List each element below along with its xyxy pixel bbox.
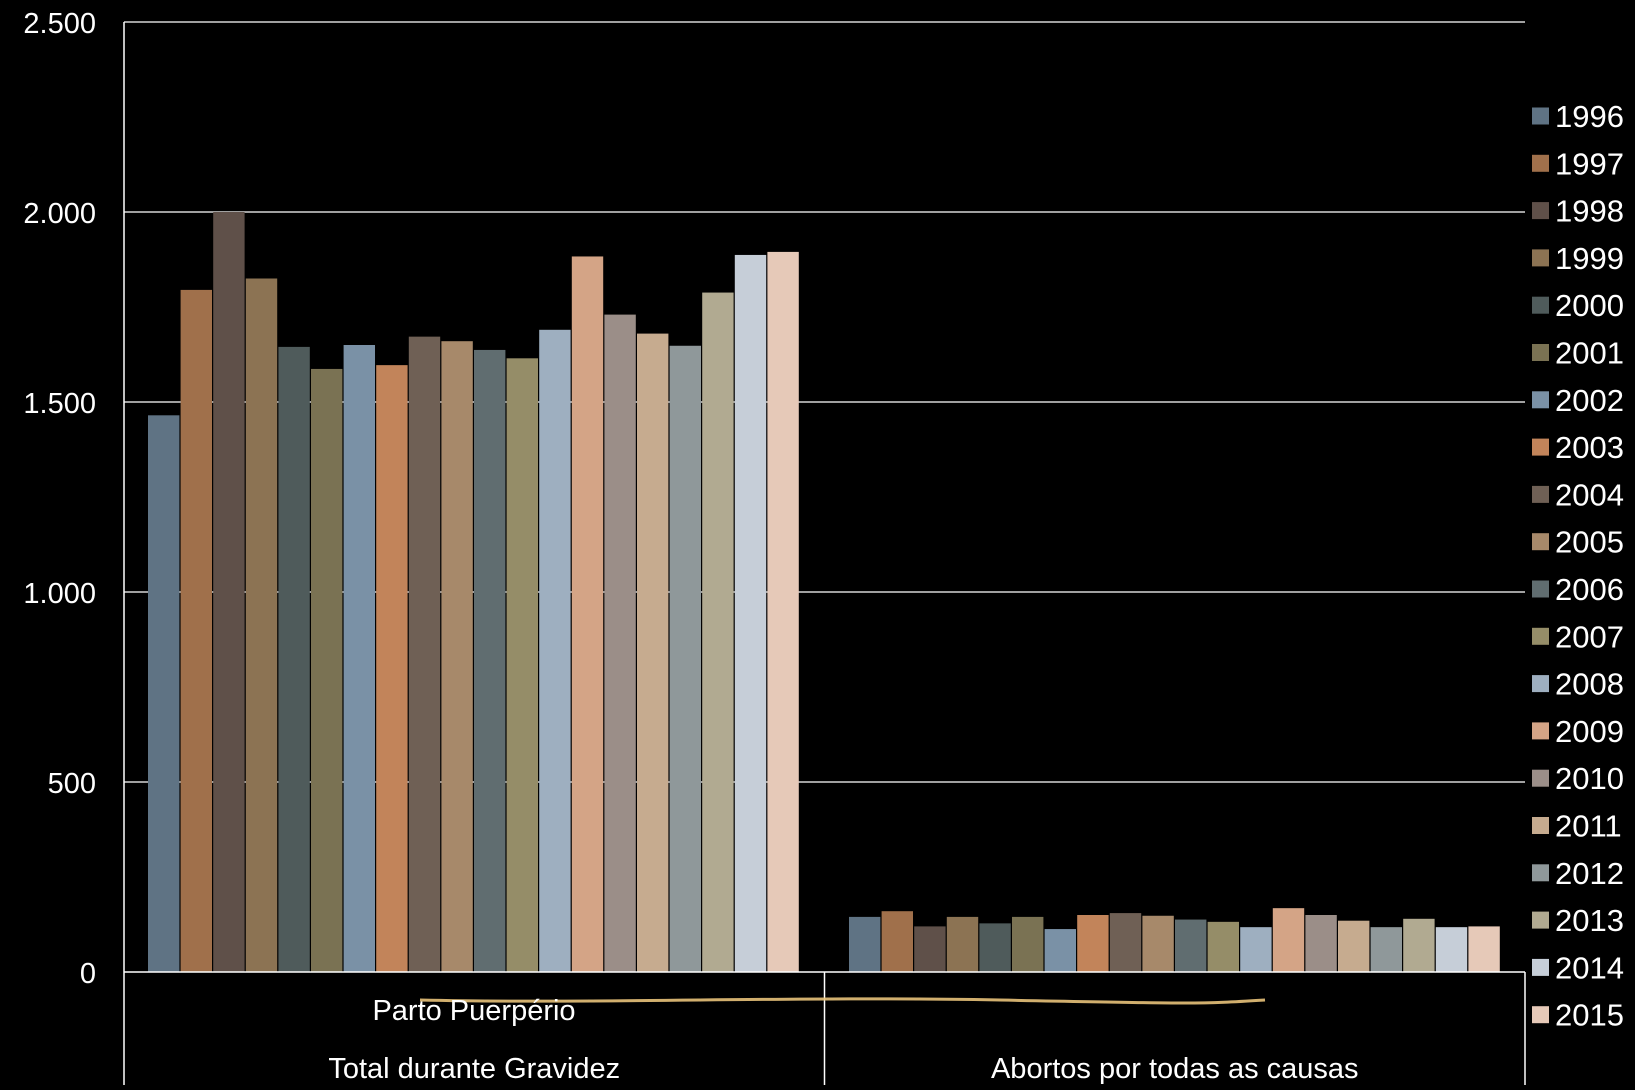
legend-label: 2002 — [1555, 383, 1624, 418]
legend-swatch — [1532, 958, 1549, 976]
legend-swatch — [1532, 817, 1549, 834]
legend-swatch — [1532, 1006, 1549, 1024]
bar — [1435, 927, 1468, 972]
bar — [506, 358, 538, 972]
legend-swatch — [1532, 249, 1549, 267]
legend-label: 1997 — [1555, 146, 1624, 181]
bar — [245, 278, 278, 972]
bar — [604, 314, 636, 973]
y-tick-label: 1.000 — [23, 578, 96, 610]
y-tick-label: 2.000 — [23, 198, 96, 230]
bar — [474, 349, 506, 972]
y-tick-label: 0 — [80, 958, 96, 990]
legend-swatch — [1532, 722, 1549, 740]
bar — [213, 212, 245, 972]
legend-swatch — [1532, 485, 1549, 503]
x-category-label: Abortos por todas as causas — [991, 1053, 1359, 1085]
bar — [539, 329, 571, 972]
bar — [1142, 915, 1174, 972]
legend-swatch — [1532, 344, 1549, 361]
x-category-labels: Parto Puerpério Total durante Gravidez Abo… — [328, 995, 1358, 1085]
bar — [734, 254, 767, 972]
axes — [123, 22, 1526, 1085]
bar — [311, 368, 343, 972]
x-category-label: Total durante Gravidez — [328, 1053, 620, 1085]
bar — [408, 336, 441, 972]
legend-swatch — [1532, 769, 1549, 787]
bar — [148, 415, 180, 972]
legend-label: 2006 — [1555, 572, 1624, 607]
bar — [571, 256, 604, 973]
bar — [849, 916, 881, 972]
legend-swatch — [1532, 533, 1549, 551]
bar — [376, 365, 408, 972]
legend-label: 2008 — [1555, 667, 1624, 702]
legend: 1996 1997 1998 1999 2000 2001 2002 2003 2004 2005… — [1532, 99, 1624, 1033]
subcategory-label: Parto Puerpério — [372, 995, 575, 1027]
legend-label: 2000 — [1555, 288, 1624, 323]
bar — [979, 923, 1011, 972]
legend-label: 2009 — [1555, 714, 1624, 749]
bar — [180, 289, 212, 972]
legend-label: 2004 — [1555, 477, 1624, 512]
bar — [669, 345, 701, 972]
legend-label: 2015 — [1555, 998, 1624, 1033]
bar — [1305, 915, 1337, 972]
bar — [637, 333, 669, 973]
bar — [767, 251, 799, 972]
bar — [1240, 927, 1272, 972]
bar — [1109, 913, 1142, 972]
bar — [1272, 908, 1305, 972]
bar — [1370, 927, 1402, 972]
y-tick-label: 1.500 — [23, 388, 96, 420]
bar — [1044, 929, 1076, 972]
bar — [1207, 921, 1239, 972]
legend-label: 2012 — [1555, 856, 1624, 891]
bar — [1403, 918, 1435, 972]
y-tick-label: 2.500 — [23, 8, 96, 40]
y-tick-labels: 0 500 1.000 1.500 2.000 2.500 — [23, 8, 96, 990]
legend-swatch — [1532, 627, 1549, 645]
legend-swatch — [1532, 107, 1549, 125]
legend-swatch — [1532, 580, 1549, 598]
bar — [1077, 915, 1109, 972]
legend-label: 2013 — [1555, 903, 1624, 938]
legend-swatch — [1532, 154, 1549, 172]
bar — [881, 911, 913, 972]
legend-swatch — [1532, 391, 1549, 409]
legend-label: 2003 — [1555, 430, 1624, 465]
bar — [1175, 919, 1207, 972]
legend-label: 2001 — [1555, 336, 1624, 371]
legend-label: 2007 — [1555, 619, 1624, 654]
bar — [702, 292, 734, 972]
bar — [441, 341, 473, 972]
bar — [1338, 920, 1370, 972]
bars — [148, 212, 1500, 973]
legend-label: 1999 — [1555, 241, 1624, 276]
bar — [914, 926, 946, 972]
legend-swatch — [1532, 864, 1549, 882]
legend-label: 2011 — [1555, 809, 1622, 844]
legend-label: 1996 — [1555, 99, 1624, 134]
bar — [343, 345, 375, 972]
legend-swatch — [1532, 911, 1549, 929]
bar — [1012, 916, 1044, 972]
decorative-stroke — [419, 997, 1266, 1005]
y-tick-label: 500 — [48, 768, 96, 800]
legend-swatch — [1532, 202, 1549, 220]
legend-swatch — [1532, 438, 1549, 456]
legend-label: 2005 — [1555, 525, 1624, 560]
legend-swatch — [1532, 675, 1549, 693]
legend-label: 2014 — [1555, 950, 1624, 985]
bar — [278, 346, 310, 972]
legend-label: 1998 — [1555, 194, 1624, 229]
legend-label: 2010 — [1555, 761, 1624, 796]
legend-swatch — [1532, 296, 1549, 314]
bar — [1468, 926, 1500, 972]
bar — [946, 916, 979, 972]
